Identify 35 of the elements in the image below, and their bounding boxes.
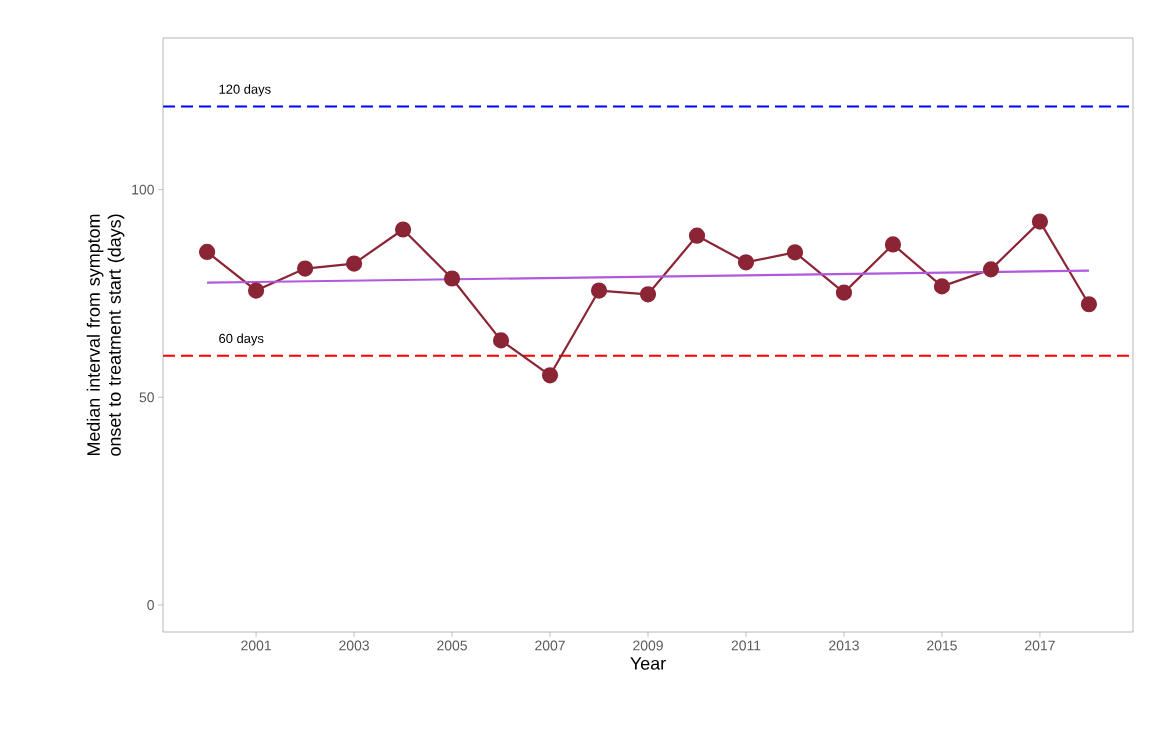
ref-line-label: 60 days	[219, 333, 264, 346]
x-tick-label: 2013	[829, 640, 859, 651]
x-tick-label: 2003	[339, 640, 369, 651]
point	[835, 284, 853, 301]
point	[492, 332, 510, 349]
x-tick-label: 2011	[731, 640, 761, 651]
point	[443, 270, 461, 287]
y-axis-title: Median interval from symptom onset to treatment start (days)	[86, 214, 125, 456]
point	[1031, 213, 1049, 230]
x-tick-label: 2017	[1025, 640, 1055, 651]
point	[296, 260, 314, 277]
point	[1080, 296, 1098, 313]
point	[198, 243, 216, 261]
x-axis-title: Year	[630, 657, 666, 670]
x-tick-label: 2007	[535, 640, 565, 651]
y-tick-label: 100	[132, 184, 154, 195]
y-tick-label: 50	[139, 392, 154, 403]
ref-line-label: 120 days	[219, 84, 271, 97]
point	[590, 282, 608, 299]
point	[786, 244, 804, 261]
point	[345, 255, 363, 272]
y-tick-label: 0	[147, 600, 154, 610]
point	[933, 278, 951, 295]
point	[541, 367, 559, 384]
point	[639, 286, 657, 303]
x-tick-label: 2015	[927, 640, 957, 651]
point	[982, 261, 1000, 278]
point	[737, 254, 755, 271]
x-tick-label: 2001	[241, 640, 271, 651]
point	[247, 282, 265, 299]
x-tick-label: 2005	[437, 640, 467, 651]
point	[394, 221, 412, 238]
point	[884, 236, 902, 253]
point	[688, 227, 706, 244]
x-tick-label: 2009	[633, 640, 663, 651]
